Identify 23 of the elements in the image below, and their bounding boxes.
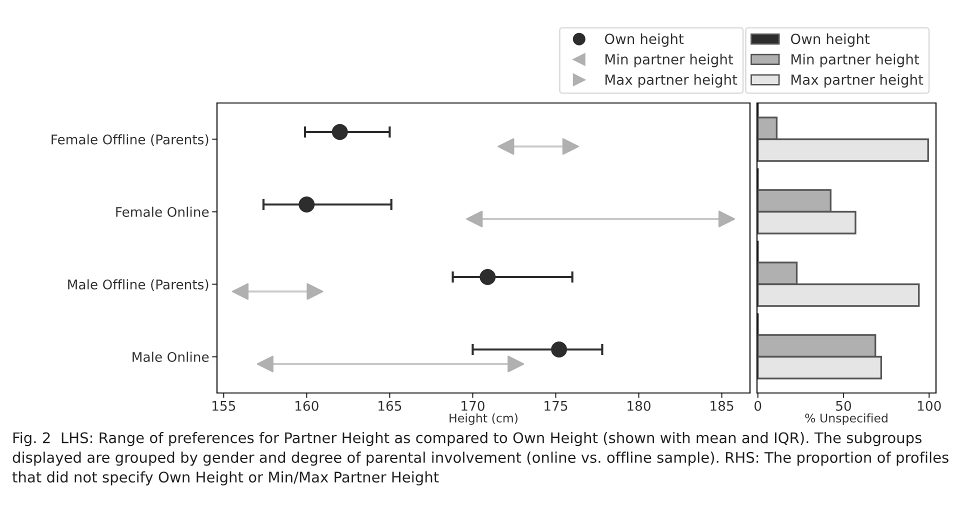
x-tick-label: 0	[754, 400, 762, 411]
legend-label: Own height	[790, 33, 870, 47]
y-tick-label: Female Offline (Parents)	[52, 134, 208, 146]
x-tick-label: 160	[296, 400, 318, 411]
legend-label: Min partner height	[792, 54, 920, 68]
x-tick-label: 100	[918, 400, 941, 411]
legend-label: Own height	[604, 33, 684, 47]
x-axis-title: Height (cm)	[450, 413, 518, 425]
y-tick-label: Female Online	[116, 206, 209, 217]
x-tick-label: 175	[544, 401, 568, 411]
x-axis-title: % Unspecified	[805, 413, 888, 425]
legend-label: Max partner height	[606, 74, 738, 88]
x-tick-label: 180	[628, 400, 650, 411]
x-tick-label: 155	[212, 401, 236, 411]
x-tick-label: 185	[710, 400, 734, 411]
legend-label: Max partner height	[792, 74, 924, 88]
x-tick-label: 165	[378, 400, 402, 411]
caption: Fig. 2 LHS: Range of preferences for Partner Height as compared to Own Height (shown with mean and IQR). The subgroups displayed are grouped by gender and degree of parental involvement (online vs. offline sample). RHS: The proportion of profiles that did not specify Own Height or Min/Max Partner Height	[12, 432, 948, 486]
x-tick-label: 50	[836, 400, 852, 411]
legend-label: Min partner height	[606, 54, 734, 68]
y-tick-label: Male Online	[132, 352, 209, 362]
y-tick-label: Male Offline (Parents)	[68, 279, 208, 292]
x-tick-label: 170	[462, 400, 484, 411]
